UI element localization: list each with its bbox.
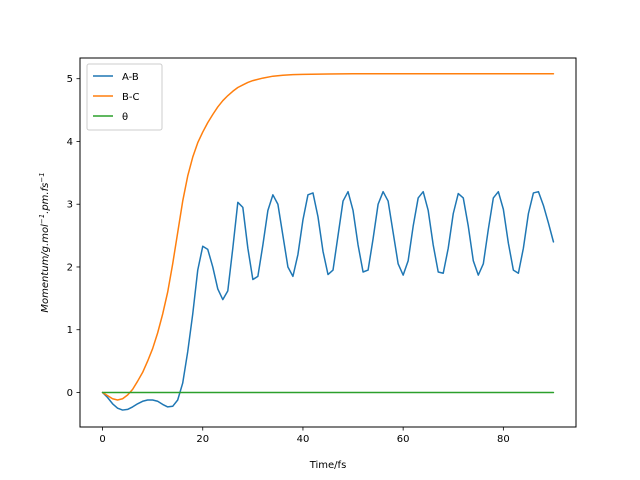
y-axis-label-base: Momentum/g.mol [40,224,51,313]
ticks-layer: 0 20 40 60 80 0 1 2 3 4 5 [67,74,510,445]
x-tick-label: 60 [397,434,410,445]
y-tick-label: 5 [67,74,73,85]
series-layer [101,72,555,411]
series-line-1 [101,72,555,401]
y-axis-label: Momentum/g.mol−1.pm.fs−1 [38,172,51,312]
legend-box [86,63,163,131]
series-line-0 [101,190,555,411]
y-tick-label: 3 [67,200,73,211]
x-tick-label: 20 [196,434,209,445]
y-tick-label: 4 [67,137,73,148]
legend-label-0: A-B [122,72,139,83]
x-axis-label: Time/fs [309,460,347,471]
legend: A-B B-C θ [86,63,163,131]
legend-label-2: θ [122,112,128,123]
y-axis-label-sup2: −1 [38,172,46,182]
y-tick-label: 2 [67,262,73,273]
x-tick-label: 80 [497,434,510,445]
x-tick-label: 40 [297,434,310,445]
plot-frame [79,57,577,428]
y-axis-label-mid: .pm.fs [40,183,51,214]
y-tick-label: 1 [67,325,73,336]
y-tick-label: 0 [67,388,73,399]
x-tick-label: 0 [99,434,105,445]
legend-label-1: B-C [122,92,139,103]
y-axis-label-sup1: −1 [38,214,46,224]
